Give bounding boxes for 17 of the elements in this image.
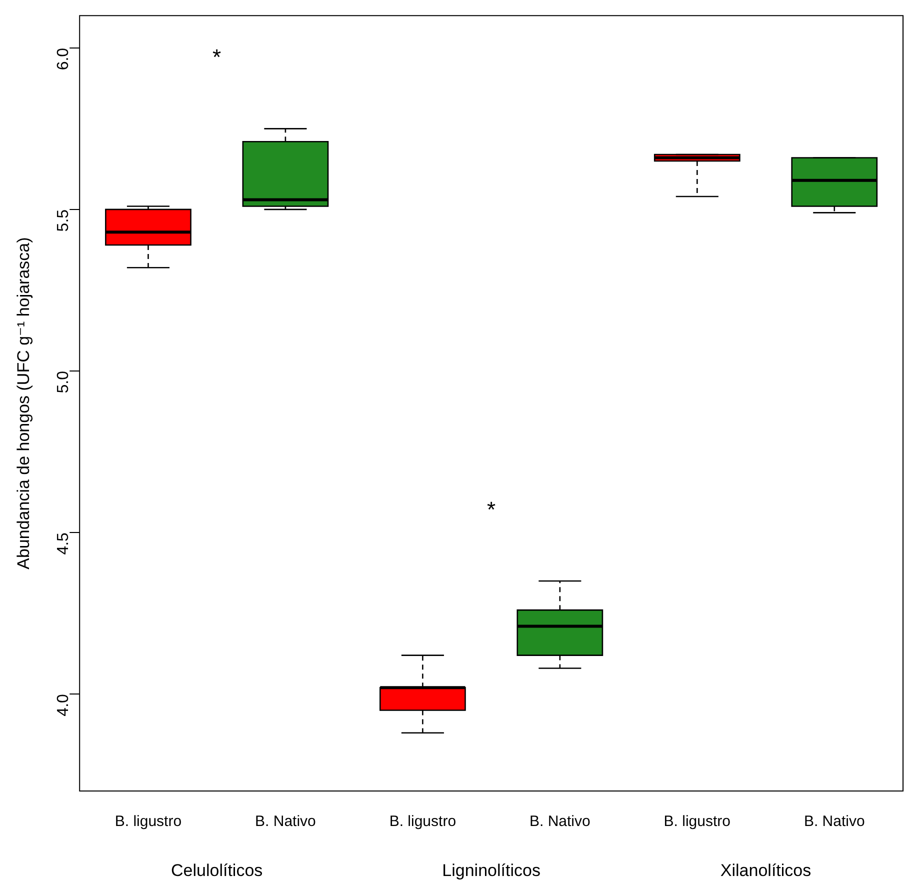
text: Ligninolíticos [442,861,540,880]
annotation: * [212,44,222,70]
y-tick-label: 4.5 [55,532,72,555]
text: Xilanolíticos [720,861,812,880]
annotation: * [487,497,496,522]
x-tick-label: B. ligustro [114,813,182,830]
x-tick-label: B. Nativo [255,813,316,830]
y-tick-label: 6.0 [55,48,72,70]
y-tick-label: 5.0 [55,370,72,394]
x-tick-label: B. Nativo [804,813,865,830]
x-tick-label: B. ligustro [389,813,456,830]
x-tick-label: B. ligustro [664,813,730,830]
y-tick-label: 4.0 [55,694,72,716]
text: Celulolíticos [171,861,263,880]
x-tick-label: B. Nativo [529,813,590,830]
y-axis-title: Abundancia de hongos (UFC g⁻¹ hojarasca) [14,237,33,570]
y-tick-label: 5.5 [55,209,72,232]
